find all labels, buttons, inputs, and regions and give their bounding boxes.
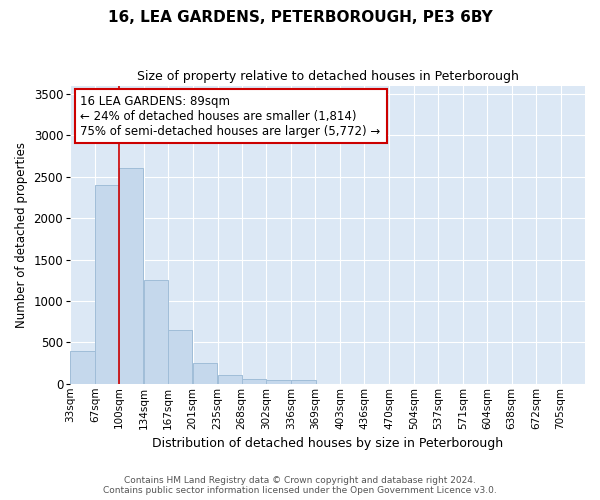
Title: Size of property relative to detached houses in Peterborough: Size of property relative to detached ho… bbox=[137, 70, 518, 83]
Bar bbox=[119, 168, 143, 384]
Bar bbox=[70, 350, 95, 384]
Bar bbox=[218, 376, 242, 384]
Bar bbox=[266, 380, 291, 384]
Bar bbox=[144, 280, 168, 384]
Text: Contains HM Land Registry data © Crown copyright and database right 2024.
Contai: Contains HM Land Registry data © Crown c… bbox=[103, 476, 497, 495]
Bar bbox=[95, 185, 119, 384]
Bar bbox=[168, 330, 193, 384]
X-axis label: Distribution of detached houses by size in Peterborough: Distribution of detached houses by size … bbox=[152, 437, 503, 450]
Text: 16 LEA GARDENS: 89sqm
← 24% of detached houses are smaller (1,814)
75% of semi-d: 16 LEA GARDENS: 89sqm ← 24% of detached … bbox=[80, 94, 380, 138]
Bar bbox=[291, 380, 316, 384]
Y-axis label: Number of detached properties: Number of detached properties bbox=[15, 142, 28, 328]
Bar bbox=[242, 379, 266, 384]
Text: 16, LEA GARDENS, PETERBOROUGH, PE3 6BY: 16, LEA GARDENS, PETERBOROUGH, PE3 6BY bbox=[107, 10, 493, 25]
Bar bbox=[193, 363, 217, 384]
